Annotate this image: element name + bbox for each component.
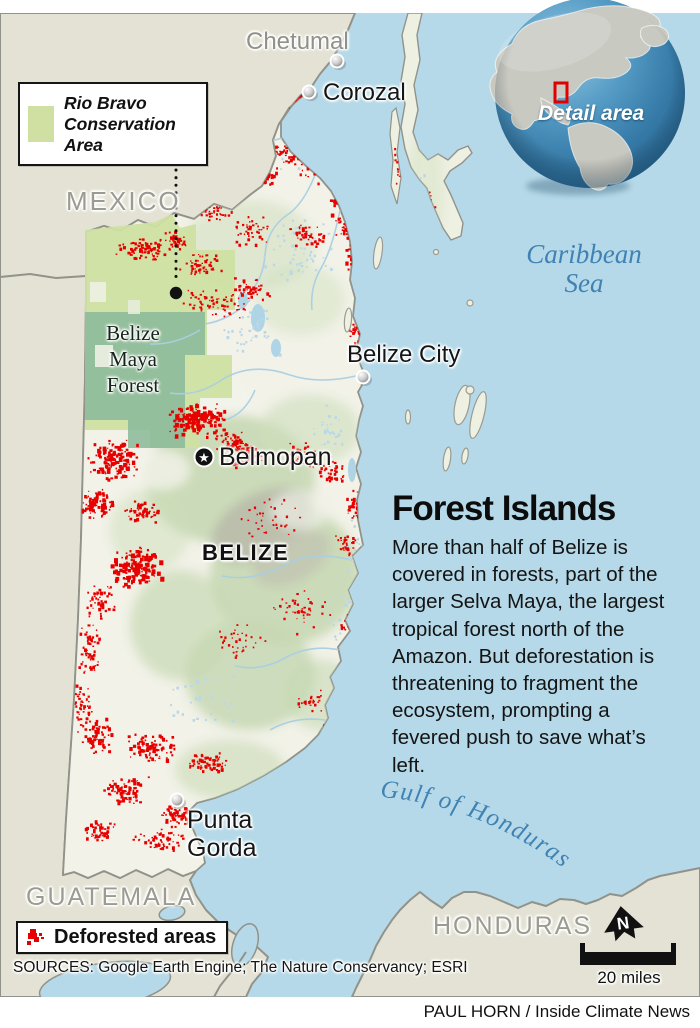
globe-inset xyxy=(489,0,685,195)
belmopan-capital-marker: ★ xyxy=(193,446,215,468)
bottom-margin xyxy=(0,997,700,1028)
svg-text:N: N xyxy=(616,913,631,934)
mexico-label: MEXICO xyxy=(66,186,181,216)
top-margin xyxy=(0,0,700,13)
belize-city-label: Belize City xyxy=(347,341,461,368)
corozal-label: Corozal xyxy=(323,79,406,106)
lagoons xyxy=(238,292,356,482)
belmopan-label: Belmopan xyxy=(219,443,332,471)
rio-bravo-swatch xyxy=(28,106,54,142)
punta-gorda-marker xyxy=(169,792,186,809)
graphic-body-text: More than half of Belize is covered in f… xyxy=(392,536,665,777)
rio-bravo-legend: Rio Bravo Conservation Area xyxy=(18,82,208,166)
north-arrow: N xyxy=(604,906,644,942)
chetumal-marker xyxy=(329,53,346,70)
cayes xyxy=(343,236,487,472)
scale-bar-label: 20 miles xyxy=(597,968,661,987)
detail-area-box xyxy=(553,81,569,104)
detail-area-label: Detail area xyxy=(538,102,645,125)
honduras-label: HONDURAS xyxy=(433,912,593,940)
sources-line: SOURCES: Google Earth Engine; The Nature… xyxy=(13,959,468,976)
legend-leader-line xyxy=(169,168,183,300)
mexico-guatemala-border xyxy=(0,272,87,280)
belize-maya-forest-area xyxy=(85,312,205,448)
belize-maya-forest-label: Belize Maya Forest xyxy=(106,321,160,397)
svg-text:★: ★ xyxy=(198,451,210,466)
chetumal-label: Chetumal xyxy=(246,28,349,55)
belize-label: BELIZE xyxy=(202,540,290,565)
deforested-legend-label: Deforested areas xyxy=(54,926,217,948)
city-markers: ★ xyxy=(169,53,372,809)
guatemala-lakes xyxy=(38,904,260,1010)
corozal-marker xyxy=(301,84,318,101)
guatemala-honduras-border xyxy=(213,951,247,998)
caribbean-sea-label: Caribbean Sea xyxy=(526,239,642,298)
rivers xyxy=(149,129,361,731)
deforested-legend: Deforested areas xyxy=(16,921,228,954)
deforested-swatch-icon xyxy=(27,928,44,945)
graphic-title: Forest Islands xyxy=(392,489,616,528)
guatemala-label: GUATEMALA xyxy=(26,883,197,911)
maya-forest-inholdings xyxy=(90,282,140,367)
belize-city-marker xyxy=(355,369,372,386)
credit-line: PAUL HORN / Inside Climate News xyxy=(423,1002,690,1021)
scale-bar xyxy=(580,943,676,965)
rio-bravo-legend-label: Rio Bravo Conservation Area xyxy=(64,92,176,155)
punta-gorda-label: Punta Gorda xyxy=(187,806,257,862)
